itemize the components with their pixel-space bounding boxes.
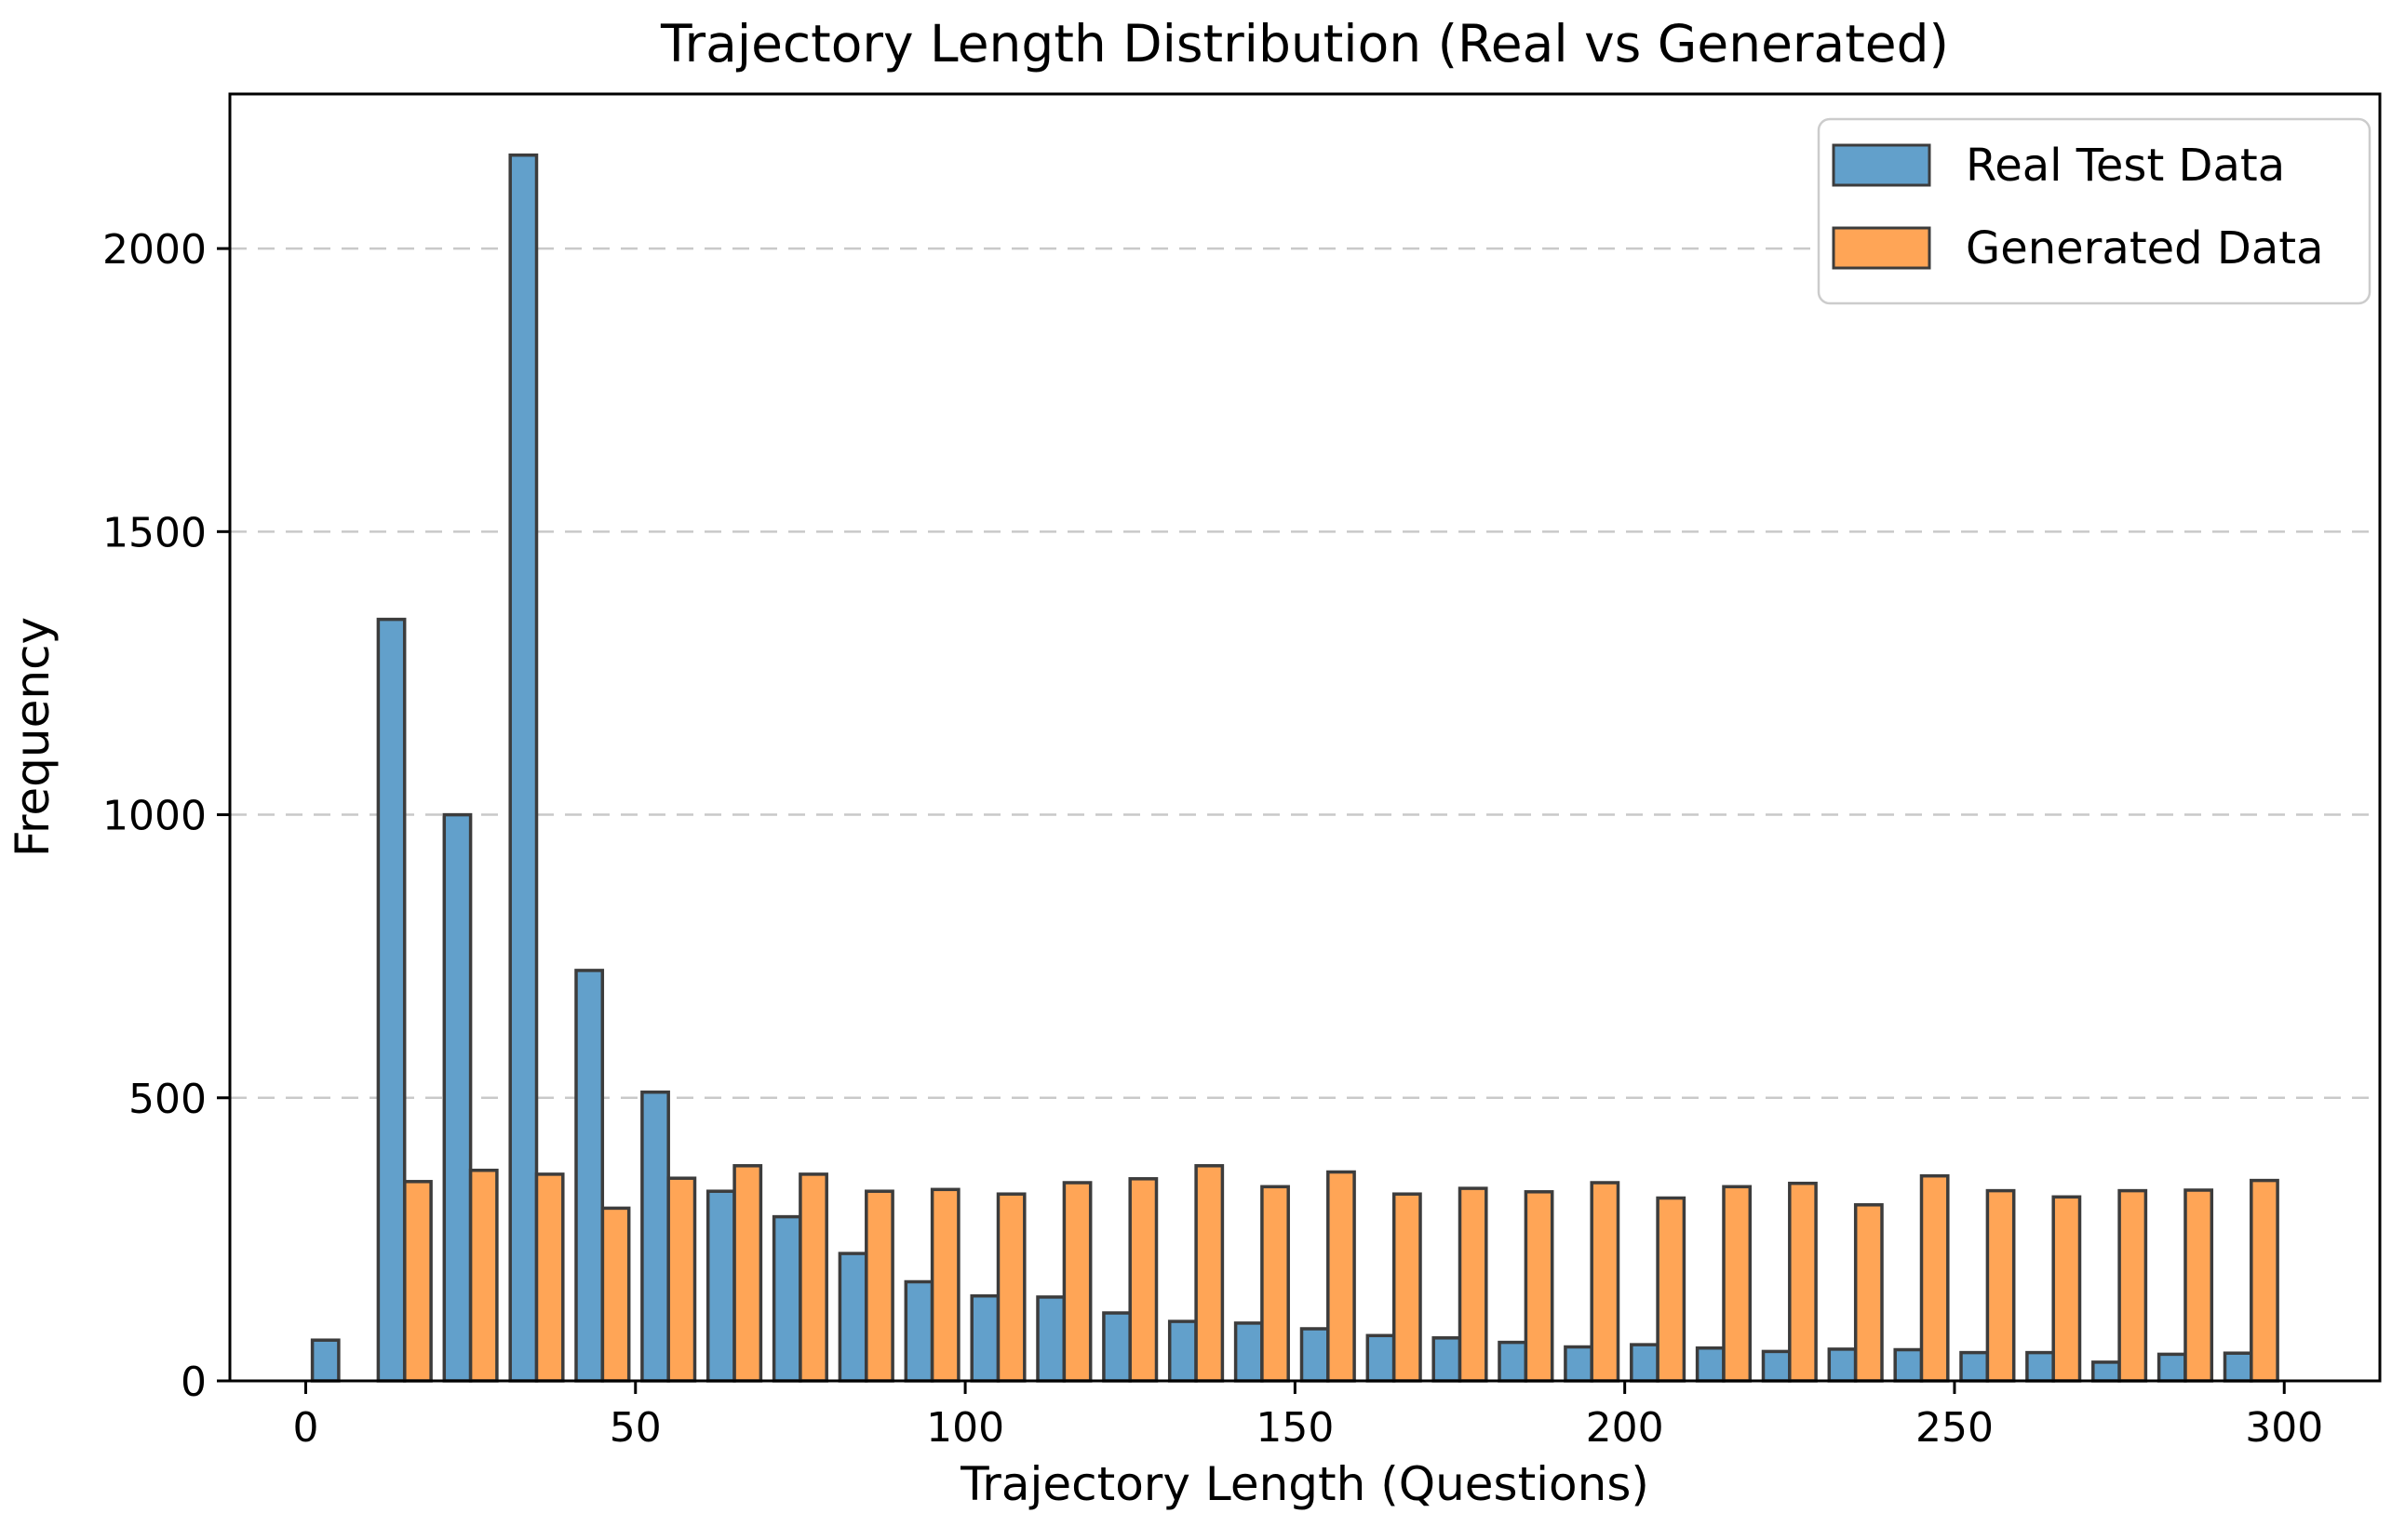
- bar-10-20-real: [376, 617, 407, 1383]
- bar-180-190-generated: [1524, 1190, 1554, 1383]
- y-axis-label: Frequency: [6, 617, 60, 857]
- bar-110-120-real: [1036, 1295, 1067, 1383]
- bar-220-230-real: [1761, 1349, 1792, 1383]
- legend-box: [1817, 117, 2371, 305]
- bar-130-140-real: [1167, 1319, 1198, 1383]
- gridlines: [230, 247, 2380, 1100]
- bar-30-40-real: [508, 153, 539, 1383]
- bar-140-150-generated: [1260, 1185, 1290, 1383]
- bar-130-140-generated: [1194, 1164, 1225, 1383]
- bar-140-150-real: [1233, 1321, 1264, 1383]
- bar-270-280-generated: [2117, 1188, 2148, 1383]
- legend-swatch-generated: [1832, 226, 1931, 270]
- x-tick-label-150: 150: [1256, 1404, 1334, 1452]
- bar-100-110-real: [970, 1293, 1001, 1383]
- bar-50-60-generated: [666, 1176, 697, 1383]
- y-tick-label-500: 500: [128, 1076, 207, 1123]
- bar-250-260-generated: [1985, 1188, 2016, 1383]
- bar-120-130-generated: [1128, 1177, 1159, 1383]
- x-tick-label-50: 50: [610, 1404, 662, 1452]
- bar-240-250-generated: [1919, 1173, 1950, 1383]
- bar-50-60-real: [640, 1090, 670, 1383]
- bar-160-170-real: [1365, 1333, 1396, 1383]
- bar-110-120-generated: [1062, 1181, 1093, 1383]
- axis-ticks: 0 50 100 150 200 250 300 0 500 1000 1500 2000: [102, 226, 2323, 1452]
- bar-90-100-real: [904, 1279, 934, 1383]
- bar-20-30-real: [442, 812, 473, 1383]
- plot-border: [228, 92, 2382, 1383]
- bar-280-290-generated: [2183, 1188, 2214, 1383]
- bar-150-160-real: [1299, 1327, 1330, 1383]
- legend: Real Test Data Generated Data: [1817, 117, 2371, 305]
- bar-60-70-generated: [732, 1164, 763, 1383]
- bar-230-240-real: [1827, 1347, 1858, 1383]
- bar-190-200-generated: [1590, 1181, 1620, 1383]
- bar-210-220-real: [1695, 1346, 1726, 1383]
- bar-200-210-real: [1630, 1343, 1659, 1383]
- bar-70-80-real: [772, 1214, 802, 1383]
- histogram-bars: [310, 153, 2279, 1383]
- bar-0-10-real: [310, 1338, 341, 1383]
- bar-170-180-generated: [1458, 1186, 1488, 1383]
- bar-280-290-real: [2156, 1352, 2187, 1383]
- y-tick-label-1000: 1000: [102, 793, 207, 840]
- x-tick-label-300: 300: [2245, 1404, 2323, 1452]
- bar-10-20-generated: [403, 1180, 433, 1383]
- bar-60-70-real: [705, 1189, 736, 1383]
- bar-200-210-generated: [1656, 1196, 1686, 1383]
- bar-80-90-generated: [865, 1189, 894, 1383]
- bar-170-180-real: [1431, 1336, 1462, 1383]
- x-tick-label-0: 0: [292, 1404, 318, 1452]
- x-tick-label-250: 250: [1915, 1404, 1994, 1452]
- bar-270-280-real: [2091, 1360, 2121, 1383]
- bar-250-260-real: [1959, 1350, 1990, 1383]
- bar-290-300-real: [2223, 1351, 2253, 1383]
- y-tick-label-0: 0: [181, 1359, 207, 1406]
- legend-label-real: Real Test Data: [1966, 140, 2285, 192]
- bar-230-240-generated: [1853, 1203, 1884, 1383]
- bar-210-220-generated: [1722, 1185, 1753, 1383]
- bar-240-250-real: [1893, 1347, 1924, 1383]
- bar-20-30-generated: [468, 1168, 499, 1383]
- bar-260-270-generated: [2051, 1195, 2082, 1383]
- bar-40-50-generated: [600, 1206, 631, 1383]
- bar-70-80-generated: [799, 1172, 828, 1383]
- bar-180-190-real: [1498, 1340, 1528, 1383]
- legend-swatch-real: [1832, 143, 1931, 187]
- x-axis-label: Trajectory Length (Questions): [960, 1457, 1649, 1511]
- bar-120-130-real: [1102, 1311, 1132, 1383]
- x-tick-label-100: 100: [926, 1404, 1004, 1452]
- bar-290-300-generated: [2250, 1178, 2279, 1383]
- bar-220-230-generated: [1788, 1181, 1818, 1383]
- legend-label-generated: Generated Data: [1966, 222, 2324, 275]
- y-tick-label-1500: 1500: [102, 509, 207, 556]
- y-tick-label-2000: 2000: [102, 226, 207, 274]
- bar-190-200-real: [1564, 1345, 1593, 1383]
- bar-80-90-real: [838, 1252, 868, 1383]
- bar-40-50-real: [574, 969, 605, 1383]
- series-generated-data: [403, 1164, 2279, 1383]
- bar-160-170-generated: [1391, 1192, 1422, 1383]
- chart-title: Trajectory Length Distribution (Real vs …: [660, 14, 1949, 74]
- bar-30-40-generated: [534, 1172, 565, 1383]
- bar-260-270-real: [2025, 1350, 2055, 1383]
- bar-100-110-generated: [996, 1192, 1027, 1383]
- bar-90-100-generated: [930, 1187, 961, 1383]
- bar-150-160-generated: [1326, 1170, 1356, 1383]
- x-tick-label-200: 200: [1586, 1404, 1664, 1452]
